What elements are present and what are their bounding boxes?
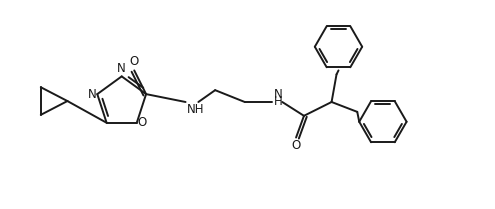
Text: O: O: [138, 116, 147, 129]
Text: N: N: [88, 88, 97, 101]
Text: NH: NH: [187, 103, 204, 116]
Text: O: O: [292, 139, 300, 153]
Text: H: H: [273, 96, 282, 108]
Text: N: N: [273, 88, 282, 101]
Text: O: O: [130, 55, 139, 69]
Text: N: N: [117, 62, 126, 75]
